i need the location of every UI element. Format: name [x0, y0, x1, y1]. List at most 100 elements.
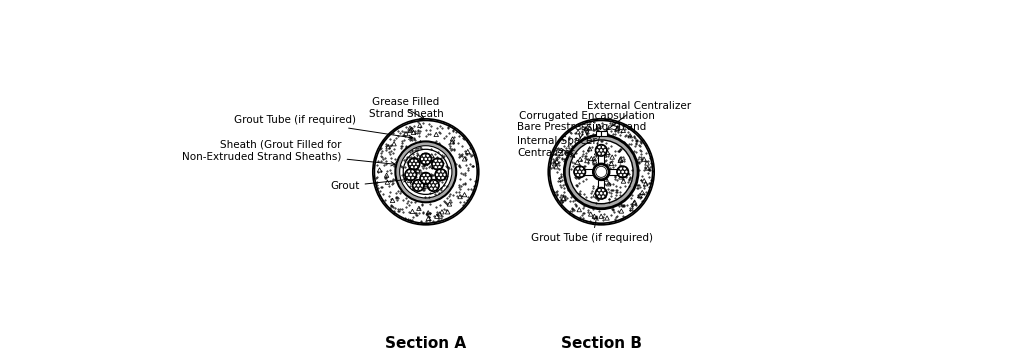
Circle shape: [415, 187, 418, 191]
Polygon shape: [598, 180, 605, 195]
Circle shape: [414, 165, 418, 169]
Circle shape: [603, 149, 607, 152]
Circle shape: [548, 119, 654, 225]
Circle shape: [619, 166, 622, 170]
Circle shape: [375, 120, 478, 223]
Circle shape: [598, 152, 601, 156]
Circle shape: [580, 173, 583, 177]
Circle shape: [439, 173, 443, 176]
Circle shape: [576, 173, 579, 177]
Circle shape: [433, 165, 438, 169]
Circle shape: [413, 184, 416, 187]
Circle shape: [418, 187, 422, 191]
Circle shape: [426, 173, 429, 177]
Circle shape: [596, 192, 599, 195]
Circle shape: [424, 157, 427, 161]
Circle shape: [602, 188, 605, 192]
Circle shape: [624, 170, 629, 174]
Circle shape: [622, 173, 626, 177]
Circle shape: [617, 170, 620, 174]
Text: Bare Prestressing Strand: Bare Prestressing Strand: [517, 122, 646, 138]
Circle shape: [569, 140, 633, 204]
Circle shape: [433, 180, 438, 184]
Circle shape: [416, 162, 420, 166]
Text: External Centralizer: External Centralizer: [586, 101, 691, 130]
Circle shape: [407, 169, 411, 173]
Circle shape: [619, 173, 622, 177]
Circle shape: [578, 170, 581, 174]
Circle shape: [420, 176, 424, 180]
Circle shape: [602, 152, 605, 156]
Circle shape: [395, 141, 456, 202]
Circle shape: [580, 166, 583, 170]
Circle shape: [400, 146, 452, 198]
Circle shape: [602, 145, 605, 149]
Polygon shape: [609, 169, 624, 175]
Circle shape: [418, 180, 422, 184]
Circle shape: [602, 195, 605, 199]
Circle shape: [429, 180, 433, 184]
Circle shape: [433, 159, 438, 163]
Circle shape: [435, 162, 440, 166]
Circle shape: [373, 119, 479, 225]
Circle shape: [409, 162, 412, 166]
Circle shape: [438, 176, 441, 180]
Circle shape: [422, 160, 425, 164]
Circle shape: [411, 169, 415, 173]
Text: Grout: Grout: [331, 178, 408, 191]
Circle shape: [428, 176, 431, 180]
Circle shape: [414, 159, 418, 163]
Text: Section B: Section B: [561, 336, 642, 351]
Circle shape: [412, 162, 416, 166]
Circle shape: [564, 135, 638, 209]
Circle shape: [424, 176, 427, 180]
Circle shape: [598, 188, 601, 192]
Circle shape: [431, 184, 435, 187]
Circle shape: [438, 165, 442, 169]
Circle shape: [422, 180, 425, 184]
Polygon shape: [578, 169, 594, 175]
Circle shape: [435, 184, 439, 187]
Circle shape: [422, 173, 425, 177]
Circle shape: [428, 157, 431, 161]
Circle shape: [443, 173, 447, 176]
Circle shape: [429, 187, 433, 191]
Circle shape: [405, 173, 409, 176]
Polygon shape: [598, 149, 605, 164]
Circle shape: [415, 180, 418, 184]
Circle shape: [600, 192, 603, 195]
Circle shape: [416, 184, 420, 187]
Circle shape: [596, 149, 599, 152]
Circle shape: [581, 170, 585, 174]
Circle shape: [549, 120, 652, 223]
Text: Grease Filled
Strand Sheath: Grease Filled Strand Sheath: [369, 97, 444, 119]
Text: Section A: Section A: [385, 336, 466, 351]
Circle shape: [598, 195, 601, 199]
Circle shape: [621, 170, 624, 174]
Circle shape: [410, 159, 414, 163]
Circle shape: [420, 184, 424, 187]
Circle shape: [432, 162, 435, 166]
Circle shape: [411, 176, 415, 180]
Circle shape: [375, 120, 478, 223]
Circle shape: [576, 166, 579, 170]
Circle shape: [407, 176, 411, 180]
Circle shape: [435, 173, 439, 176]
Circle shape: [603, 192, 607, 195]
Text: Grout Tube (if required): Grout Tube (if required): [234, 115, 413, 139]
Circle shape: [409, 173, 413, 176]
Circle shape: [426, 180, 429, 184]
Text: Grout Tube (if required): Grout Tube (if required): [531, 216, 653, 243]
Circle shape: [622, 166, 626, 170]
Text: Sheath (Grout Filled for
Non-Extruded Strand Sheaths): Sheath (Grout Filled for Non-Extruded St…: [182, 140, 395, 166]
Circle shape: [600, 149, 603, 152]
Circle shape: [426, 160, 429, 164]
Circle shape: [438, 159, 442, 163]
Circle shape: [594, 164, 609, 180]
Circle shape: [440, 162, 444, 166]
Text: Internal Spacer/
Centralizer: Internal Spacer/ Centralizer: [517, 136, 601, 158]
Circle shape: [426, 154, 429, 158]
Bar: [602, 131, 607, 136]
Circle shape: [574, 170, 577, 174]
Bar: [596, 131, 601, 136]
